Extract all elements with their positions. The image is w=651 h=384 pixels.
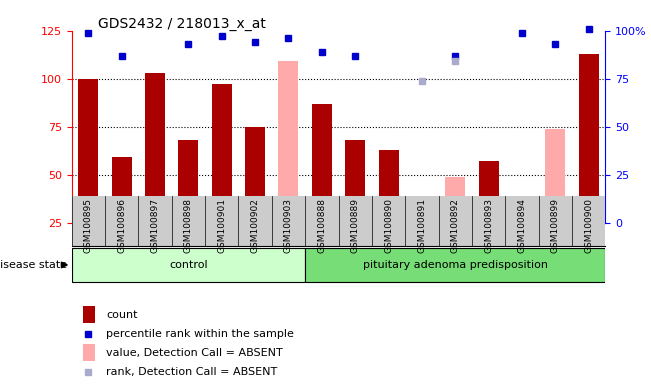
Bar <box>83 306 95 323</box>
Text: rank, Detection Call = ABSENT: rank, Detection Call = ABSENT <box>106 367 277 377</box>
Text: GSM100898: GSM100898 <box>184 199 193 253</box>
Text: GSM100892: GSM100892 <box>450 199 460 253</box>
Bar <box>112 157 132 223</box>
Text: GSM100902: GSM100902 <box>251 199 260 253</box>
Bar <box>312 104 332 223</box>
Bar <box>379 150 398 223</box>
Text: GSM100891: GSM100891 <box>417 199 426 253</box>
Text: value, Detection Call = ABSENT: value, Detection Call = ABSENT <box>106 348 283 358</box>
Text: GSM100889: GSM100889 <box>351 199 360 253</box>
Bar <box>145 73 165 223</box>
Bar <box>345 140 365 223</box>
Text: GSM100897: GSM100897 <box>150 199 159 253</box>
Text: GSM100901: GSM100901 <box>217 199 227 253</box>
Bar <box>72 248 305 282</box>
Bar <box>212 84 232 223</box>
Text: GSM100899: GSM100899 <box>551 199 560 253</box>
Text: GDS2432 / 218013_x_at: GDS2432 / 218013_x_at <box>98 17 266 31</box>
Text: GSM100895: GSM100895 <box>84 199 93 253</box>
Text: disease state: disease state <box>0 260 71 270</box>
Text: control: control <box>169 260 208 270</box>
Bar <box>579 54 599 223</box>
Bar <box>305 248 605 282</box>
Bar <box>83 344 95 361</box>
Bar <box>279 61 298 223</box>
Bar <box>546 129 565 223</box>
Text: GSM100894: GSM100894 <box>518 199 527 253</box>
Bar <box>445 177 465 223</box>
Bar <box>245 127 265 223</box>
Text: GSM100888: GSM100888 <box>317 199 326 253</box>
Text: GSM100900: GSM100900 <box>584 199 593 253</box>
Text: count: count <box>106 310 138 320</box>
Text: GSM100903: GSM100903 <box>284 199 293 253</box>
Text: GSM100890: GSM100890 <box>384 199 393 253</box>
Bar <box>78 79 98 223</box>
Text: GSM100893: GSM100893 <box>484 199 493 253</box>
Bar <box>478 161 499 223</box>
Bar <box>178 140 199 223</box>
Text: pituitary adenoma predisposition: pituitary adenoma predisposition <box>363 260 547 270</box>
Text: GSM100896: GSM100896 <box>117 199 126 253</box>
Text: percentile rank within the sample: percentile rank within the sample <box>106 329 294 339</box>
Bar <box>412 202 432 223</box>
